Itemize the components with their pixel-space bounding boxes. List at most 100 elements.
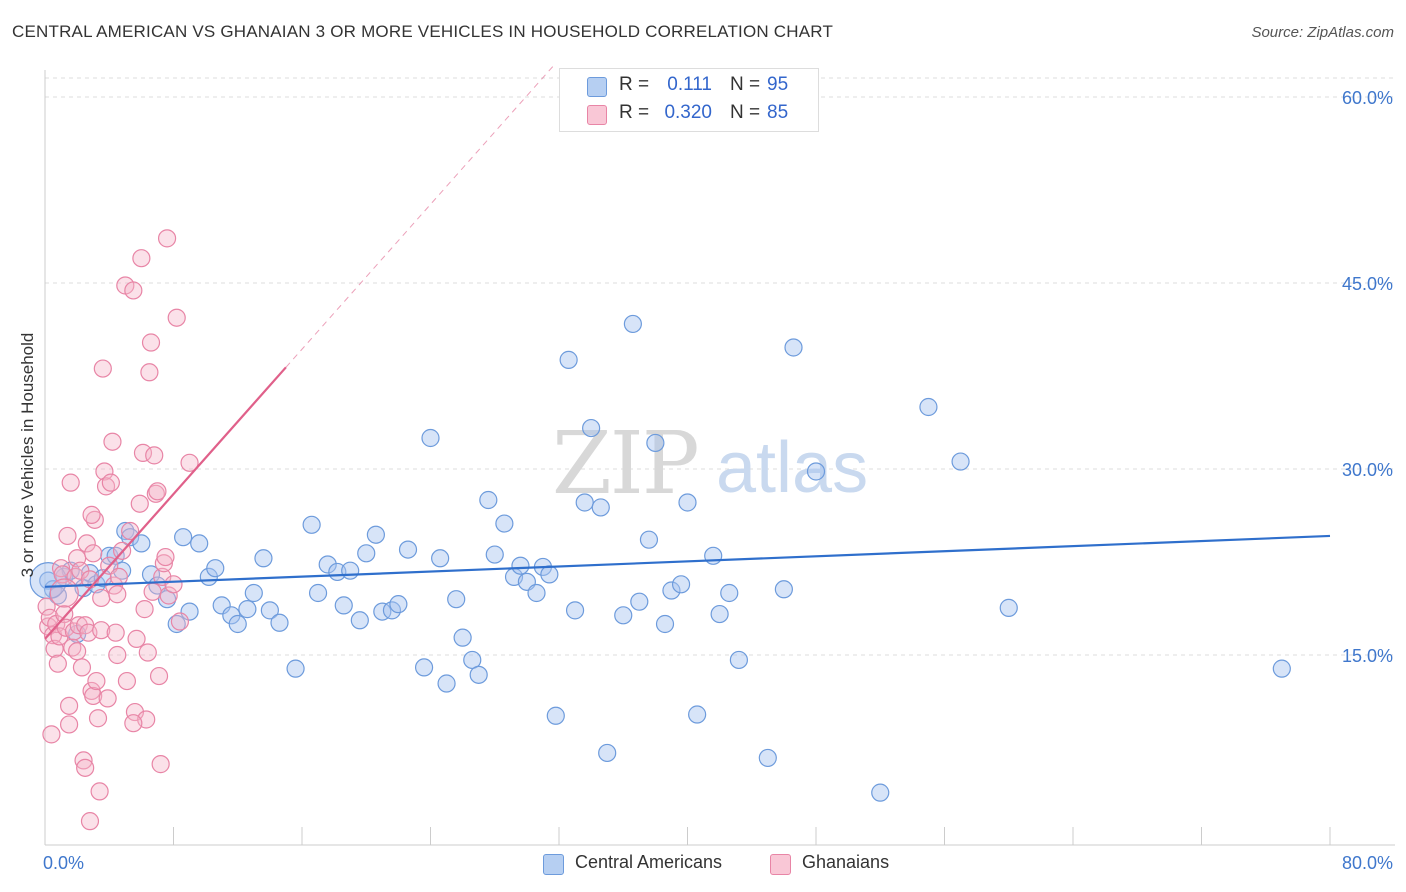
ghanaian-point [37,597,56,616]
ghanaian-point [85,510,104,529]
central-american-point [951,452,970,471]
central-american-point [174,528,193,547]
ghanaian-point [76,758,95,777]
central-american-point [190,534,209,553]
source-label: Source: ZipAtlas.com [1251,24,1394,41]
legend-row-central-americans: R = 0.111 N = 95 [560,72,818,100]
central-american-point [720,583,739,603]
tick-labels: 15.0% 30.0% 45.0% 60.0% 0.0% 80.0% [43,88,1393,873]
watermark-zip: ZIP [552,414,698,514]
ghanaian-point [130,494,149,513]
n-value: 95 [767,74,789,95]
central-american-point [389,595,408,614]
y-tick-label: 15.0% [1342,646,1393,666]
ghanaians-trend-line [44,366,287,640]
ghanaian-point [61,473,80,492]
ghanaian-point [108,645,127,665]
central-american-point [591,498,610,517]
ghanaian-point [69,616,88,635]
central-american-point [398,540,418,559]
central-american-point [270,613,289,632]
ghanaian-point [106,623,125,642]
central-american-point [421,428,440,448]
central-american-point [678,493,697,512]
central-american-point [244,583,263,603]
r-value: 0.111 [667,74,712,95]
ghanaian-point [117,671,137,691]
x-tick-label: 0.0% [43,853,84,873]
central-american-point [559,350,578,369]
ghanaian-point [72,658,92,677]
central-american-point [784,338,803,357]
ghanaian-point [133,443,153,462]
ghanaian-point [80,812,100,831]
central-american-point [366,525,385,544]
ghanaian-point [180,453,199,472]
central-american-point [254,549,273,568]
ghanaian-point [124,281,143,300]
grid-lines [45,77,1395,656]
central-american-point [527,583,546,603]
watermark: ZIP atlas [552,414,868,514]
central-american-point [511,556,530,575]
ghanaian-point [42,725,61,744]
central-american-point [238,600,257,619]
ghanaian-point [127,629,146,648]
ghanaian-point [84,544,103,563]
y-tick-label: 45.0% [1342,274,1393,294]
ghanaian-point [77,534,96,553]
ghanaian-point [132,249,151,268]
ghanaian-point [170,612,190,631]
ghanaians-points [37,229,199,831]
central-american-point [704,546,723,565]
r-label: R = [619,74,650,95]
central-american-point [260,601,279,620]
ghanaian-point [121,521,140,541]
central-american-point [121,528,140,547]
central-american-point [729,650,749,670]
central-american-point [479,490,498,510]
central-american-point [431,549,450,568]
central-american-point [180,602,199,621]
ghanaian-point [154,554,173,573]
central-american-point [495,514,514,533]
legend-row-ghanaians: R = 0.320 N = 85 [560,100,818,128]
ghanaian-point [51,559,71,578]
central-american-point [132,534,151,553]
blue-swatch [587,77,607,97]
ghanaian-point [95,462,114,481]
central-american-point [437,674,456,693]
central-american-point [598,743,617,763]
ghanaian-point [138,643,157,662]
central-american-point [447,590,466,609]
y-tick-label: 30.0% [1342,460,1393,480]
ghanaian-point [159,586,178,605]
central-american-point [662,581,681,600]
ghanaian-point [145,446,164,465]
central-american-point [341,561,360,580]
central-american-point [357,544,376,563]
central-american-point [999,598,1018,617]
r-label: R = [619,102,650,123]
central-american-point [469,665,488,684]
ghanaian-point [87,671,106,691]
central-american-point [212,596,231,615]
watermark-atlas: atlas [716,428,868,508]
ghanaians-trend-extension [285,65,554,368]
central-american-point [286,659,305,678]
ghanaian-point [92,621,111,640]
ghanaian-point [143,582,162,601]
ghanaian-point [141,333,161,352]
ghanaian-point [82,505,101,524]
ghanaian-point [59,715,79,734]
central-american-point [575,493,594,512]
central-american-point [565,601,585,620]
central-american-point [688,705,707,724]
ghanaian-point [108,585,127,604]
ghanaian-point [68,642,87,661]
central-american-point [671,575,691,594]
ghanaian-point [92,588,111,608]
central-american-point [1272,659,1291,678]
ghanaian-point [156,547,175,567]
